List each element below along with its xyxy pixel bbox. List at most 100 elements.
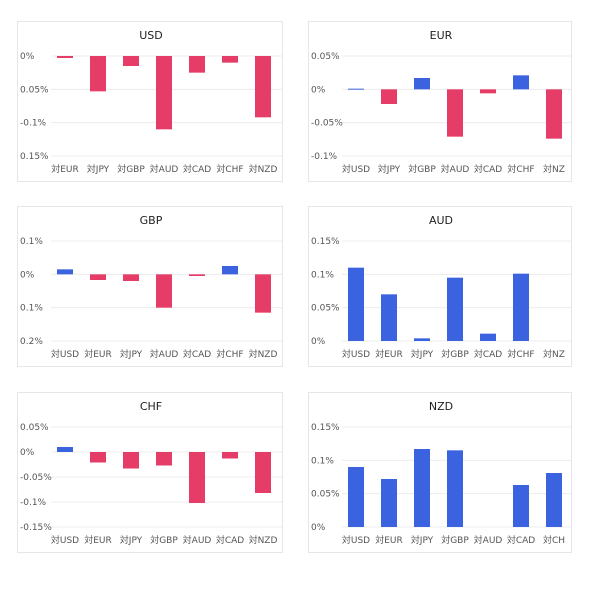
y-tick-label: 0.15% xyxy=(20,152,49,162)
bar-usd-1[interactable] xyxy=(90,56,106,92)
bar-chf-3[interactable] xyxy=(156,452,172,466)
bar-eur-3[interactable] xyxy=(447,89,463,137)
x-tick-label: 対USD xyxy=(51,534,79,546)
y-tick-label: -0.1% xyxy=(311,152,338,162)
chart-title-chf: CHF xyxy=(140,400,162,413)
bar-eur-6[interactable] xyxy=(546,89,562,139)
x-tick-label: 対CAD xyxy=(183,348,211,360)
x-tick-label: 対GBP xyxy=(117,163,145,175)
x-tick-label: 対CAD xyxy=(216,534,244,546)
bar-chf-2[interactable] xyxy=(123,452,139,469)
bar-eur-5[interactable] xyxy=(513,75,529,90)
bar-gbp-0[interactable] xyxy=(57,269,73,275)
bar-gbp-1[interactable] xyxy=(90,274,106,280)
bar-aud-0[interactable] xyxy=(348,267,364,341)
x-tick-label: 対JPY xyxy=(87,163,110,175)
bar-usd-5[interactable] xyxy=(222,56,238,63)
x-tick-label: 対CHF xyxy=(507,348,534,360)
x-tick-label: 対JPY xyxy=(378,163,401,175)
x-tick-label: 対GBP xyxy=(408,163,436,175)
x-tick-label: 対NZD xyxy=(249,163,278,175)
x-tick-label: 対EUR xyxy=(375,534,403,546)
bar-aud-1[interactable] xyxy=(381,294,397,341)
y-tick-label: 0% xyxy=(20,270,35,280)
chart-panel-chf: CHF 0.05% 0% -0.05% -0.1% -0.15% 対USD 対EUR 対JPY 対… xyxy=(17,392,283,553)
bar-chf-5[interactable] xyxy=(222,452,238,459)
y-tick-label: 0% xyxy=(20,52,35,62)
y-tick-label: 0% xyxy=(311,85,326,95)
x-tick-label: 対EUR xyxy=(375,348,403,360)
chart-svg-chf: CHF 0.05% 0% -0.05% -0.1% -0.15%対USD 対EUR 対JPY 対… xyxy=(20,400,282,546)
bar-usd-0[interactable] xyxy=(57,56,73,58)
chart-svg-usd: USD 0% 0.05% -0.1% 0.15%対EUR 対JPY 対GBP 対AUD 対CAD… xyxy=(20,29,282,175)
bar-gbp-6[interactable] xyxy=(255,274,271,313)
x-tick-label: 対AUD xyxy=(183,534,212,546)
x-tick-label: 対USD xyxy=(51,348,79,360)
x-tick-label: 対EUR xyxy=(84,534,112,546)
bar-chf-1[interactable] xyxy=(90,452,106,463)
chart-svg-aud: AUD 0.15% 0.1% 0.05% 0% 対USD 対EUR 対JPY 対GBP 対CAD 対… xyxy=(311,214,571,360)
x-tick-label: 対USD xyxy=(342,534,370,546)
y-tick-label: 0.05% xyxy=(20,423,49,433)
bar-aud-4[interactable] xyxy=(480,333,496,341)
bar-nzd-5[interactable] xyxy=(513,485,529,527)
bar-nzd-6[interactable] xyxy=(546,473,562,527)
x-tick-label: 対JPY xyxy=(411,348,434,360)
y-tick-label: -0.15% xyxy=(20,523,52,533)
bar-usd-3[interactable] xyxy=(156,56,172,130)
bar-aud-2[interactable] xyxy=(414,338,430,341)
bar-chf-0[interactable] xyxy=(57,447,73,452)
y-tick-label: 0.1% xyxy=(20,237,43,247)
bar-aud-5[interactable] xyxy=(513,273,529,341)
bar-eur-1[interactable] xyxy=(381,89,397,104)
bar-gbp-4[interactable] xyxy=(189,274,205,276)
x-tick-label: 対GBP xyxy=(150,534,178,546)
chart-panel-usd: USD 0% 0.05% -0.1% 0.15% 対EUR 対JPY 対GBP 対AUD 対CAD… xyxy=(17,21,283,182)
y-tick-label: 0% xyxy=(20,448,35,458)
y-tick-label: 0.05% xyxy=(311,52,340,62)
chart-svg-nzd: NZD 0.15% 0.1% 0.05% 0% 対USD 対EUR 対JPY 対GBP 対AUD 対… xyxy=(311,400,571,546)
x-tick-label: 対CHF xyxy=(216,348,243,360)
bar-nzd-3[interactable] xyxy=(447,450,463,527)
bar-eur-2[interactable] xyxy=(414,78,430,90)
chart-panel-eur: EUR 0.05% 0% -0.05% -0.1% 対USD 対JPY 対GBP 対AUD 対CA… xyxy=(308,21,572,182)
y-tick-label: -0.1% xyxy=(20,498,47,508)
x-tick-label: 対CAD xyxy=(183,163,211,175)
y-tick-label: 0.1% xyxy=(311,270,334,280)
x-tick-label: 対EUR xyxy=(84,348,112,360)
bar-aud-3[interactable] xyxy=(447,277,463,341)
chart-svg-gbp: GBP 0.1% 0% 0.1% 0.2% 対USD 対EUR 対JPY 対AUD 対CAD 対CH… xyxy=(20,214,282,360)
bar-gbp-5[interactable] xyxy=(222,266,238,275)
bar-chf-4[interactable] xyxy=(189,452,205,503)
bar-usd-6[interactable] xyxy=(255,56,271,118)
x-tick-label: 対CAD xyxy=(474,163,502,175)
bar-chf-6[interactable] xyxy=(255,452,271,493)
bar-gbp-2[interactable] xyxy=(123,274,139,281)
y-tick-label: 0.05% xyxy=(20,85,49,95)
y-tick-label: 0.2% xyxy=(20,337,43,347)
y-tick-label: 0.1% xyxy=(20,304,43,314)
bar-usd-4[interactable] xyxy=(189,56,205,73)
x-tick-label: 対NZ xyxy=(543,348,565,360)
y-tick-label: 0% xyxy=(311,337,326,347)
x-tick-label: 対NZ xyxy=(543,163,565,175)
bar-nzd-1[interactable] xyxy=(381,479,397,527)
bar-nzd-0[interactable] xyxy=(348,467,364,527)
bar-nzd-2[interactable] xyxy=(414,449,430,527)
y-tick-label: 0.15% xyxy=(311,237,340,247)
chart-title-gbp: GBP xyxy=(140,214,163,227)
x-tick-label: 対AUD xyxy=(474,534,503,546)
x-tick-label: 対JPY xyxy=(120,348,143,360)
chart-panel-gbp: GBP 0.1% 0% 0.1% 0.2% 対USD 対EUR 対JPY 対AUD 対CAD 対CH… xyxy=(17,206,283,367)
bar-eur-4[interactable] xyxy=(480,89,496,94)
bar-eur-0[interactable] xyxy=(348,88,364,90)
chart-title-aud: AUD xyxy=(429,214,453,227)
chart-title-eur: EUR xyxy=(430,29,453,42)
chart-panel-nzd: NZD 0.15% 0.1% 0.05% 0% 対USD 対EUR 対JPY 対GBP 対AUD 対… xyxy=(308,392,572,553)
x-tick-label: 対CHF xyxy=(507,163,534,175)
y-tick-label: -0.05% xyxy=(311,119,343,129)
bar-gbp-3[interactable] xyxy=(156,274,172,308)
bar-usd-2[interactable] xyxy=(123,56,139,66)
y-tick-label: -0.05% xyxy=(20,473,52,483)
x-tick-label: 対CHF xyxy=(216,163,243,175)
